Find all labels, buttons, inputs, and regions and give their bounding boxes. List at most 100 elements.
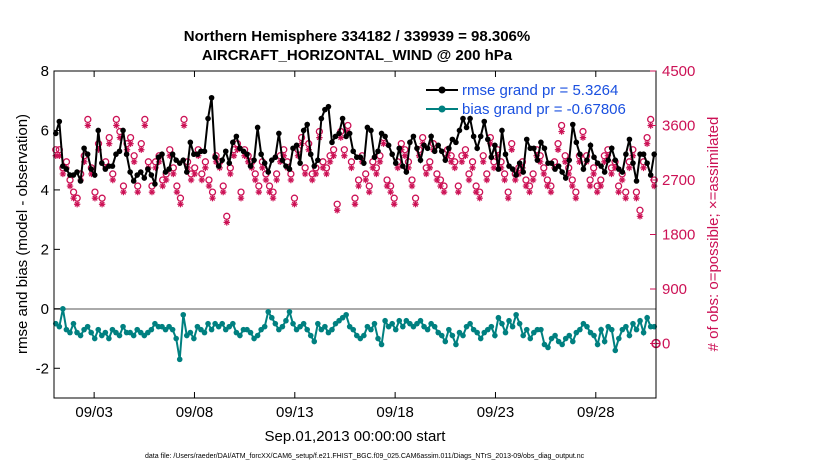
rmse-point bbox=[392, 160, 399, 166]
chart-title-line2: AIRCRAFT_HORIZONTAL_WIND @ 200 hPa bbox=[202, 47, 513, 64]
obs-assimilated-point bbox=[515, 170, 523, 178]
obs-assimilated-point bbox=[586, 182, 594, 190]
rmse-point bbox=[346, 130, 353, 137]
obs-assimilated-point bbox=[333, 207, 341, 214]
bias-point bbox=[290, 320, 296, 327]
rmse-point bbox=[368, 127, 374, 134]
y-right-tick-label: 4500 bbox=[662, 63, 695, 80]
rmse-point bbox=[120, 127, 126, 134]
rmse-point bbox=[99, 160, 105, 166]
obs-assimilated-point bbox=[148, 188, 156, 196]
rmse-point bbox=[555, 163, 562, 169]
rmse-point bbox=[608, 145, 615, 152]
rmse-point bbox=[166, 166, 172, 172]
rmse-point bbox=[187, 139, 194, 146]
obs-assimilated-point bbox=[504, 194, 512, 202]
rmse-point bbox=[95, 127, 102, 134]
rmse-point bbox=[279, 157, 286, 163]
rmse-point bbox=[130, 178, 137, 184]
rmse-point bbox=[141, 175, 148, 181]
x-tick-label: 09/18 bbox=[376, 404, 414, 421]
rmse-point bbox=[265, 169, 272, 175]
rmse-point bbox=[484, 136, 491, 143]
obs-assimilated-point bbox=[66, 182, 74, 190]
y-left-tick-label: 2 bbox=[41, 241, 49, 258]
x-tick-label: 09/08 bbox=[176, 404, 214, 421]
bias-point bbox=[219, 320, 226, 327]
rmse-point bbox=[477, 133, 484, 140]
rmse-point bbox=[336, 130, 342, 137]
obs-assimilated-point bbox=[526, 188, 533, 196]
obs-assimilated-point bbox=[579, 134, 587, 141]
obs-assimilated-point bbox=[651, 182, 658, 190]
legend: rmse grand pr = 5.3264 bias grand pr = -… bbox=[426, 82, 626, 118]
obs-assimilated-point bbox=[547, 188, 555, 196]
obs-assimilated-point bbox=[52, 152, 59, 159]
rmse-point bbox=[325, 103, 332, 110]
footnote: data file: /Users/raeder/DAI/ATM_forcXX/… bbox=[145, 453, 585, 460]
bias-point bbox=[95, 326, 102, 333]
bias-point bbox=[467, 320, 473, 327]
y-left-tick-label: 8 bbox=[41, 63, 49, 80]
rmse-point bbox=[300, 127, 307, 134]
rmse-point bbox=[208, 94, 215, 101]
rmse-point bbox=[619, 169, 626, 175]
obs-assimilated-point bbox=[198, 176, 206, 184]
obs-assimilated-point bbox=[594, 188, 601, 196]
legend-bias-label: bias grand pr = -0.67806 bbox=[462, 101, 626, 118]
bias-point bbox=[350, 326, 357, 333]
bias-point bbox=[449, 332, 456, 339]
rmse-point bbox=[509, 166, 516, 172]
bias-point bbox=[513, 311, 519, 318]
obs-assimilated-point bbox=[56, 152, 63, 159]
obs-assimilated-point bbox=[529, 176, 537, 184]
bias-series bbox=[52, 306, 658, 363]
rmse-point bbox=[293, 142, 300, 149]
obs-assimilated-point bbox=[508, 146, 515, 153]
bias-point bbox=[520, 332, 527, 339]
obs-assimilated-point bbox=[426, 164, 434, 172]
bias-point bbox=[173, 335, 179, 342]
obs-assimilated-point bbox=[537, 158, 544, 166]
obs-assimilated-point bbox=[305, 146, 312, 153]
obs-assimilated-point bbox=[405, 164, 412, 172]
rmse-point bbox=[548, 160, 555, 166]
legend-rmse-label: rmse grand pr = 5.3264 bbox=[462, 82, 618, 99]
bias-point bbox=[594, 341, 601, 348]
bias-point bbox=[191, 335, 197, 342]
bias-point bbox=[304, 326, 310, 333]
rmse-point bbox=[201, 148, 208, 155]
rmse-point bbox=[357, 154, 364, 161]
rmse-point bbox=[414, 145, 420, 152]
obs-assimilated-point bbox=[351, 201, 359, 208]
rmse-point bbox=[74, 169, 80, 175]
obs-assimilated-point bbox=[362, 176, 369, 184]
bias-point bbox=[378, 341, 385, 348]
y-right-tick-label: 2700 bbox=[662, 172, 695, 189]
obs-assimilated-point bbox=[469, 164, 476, 172]
obs-assimilated-point bbox=[465, 176, 473, 184]
rmse-point bbox=[127, 169, 133, 175]
bias-point bbox=[630, 320, 636, 327]
rmse-point bbox=[626, 136, 633, 143]
obs-assimilated-point bbox=[166, 152, 173, 159]
y-right-tick-label: 3600 bbox=[662, 118, 695, 135]
obs-assimilated-point bbox=[319, 164, 327, 172]
bias-point bbox=[488, 323, 495, 330]
obs-assimilated-point bbox=[483, 176, 490, 184]
rmse-point bbox=[396, 145, 403, 152]
bias-point bbox=[60, 306, 66, 312]
y-axis-right-label: # of obs: o=possible; ×=assimilated bbox=[705, 117, 722, 352]
bias-point bbox=[559, 341, 565, 348]
obs-assimilated-point bbox=[643, 140, 651, 147]
rmse-point bbox=[307, 151, 314, 158]
rmse-point bbox=[400, 163, 406, 169]
rmse-point bbox=[633, 178, 640, 184]
bias-point bbox=[77, 332, 84, 339]
bias-point bbox=[322, 323, 328, 330]
rmse-point bbox=[148, 172, 155, 178]
obs-assimilated-point bbox=[369, 164, 377, 172]
obs-assimilated-point bbox=[88, 170, 95, 178]
obs-assimilated-point bbox=[487, 140, 494, 147]
bias-point bbox=[417, 317, 424, 324]
